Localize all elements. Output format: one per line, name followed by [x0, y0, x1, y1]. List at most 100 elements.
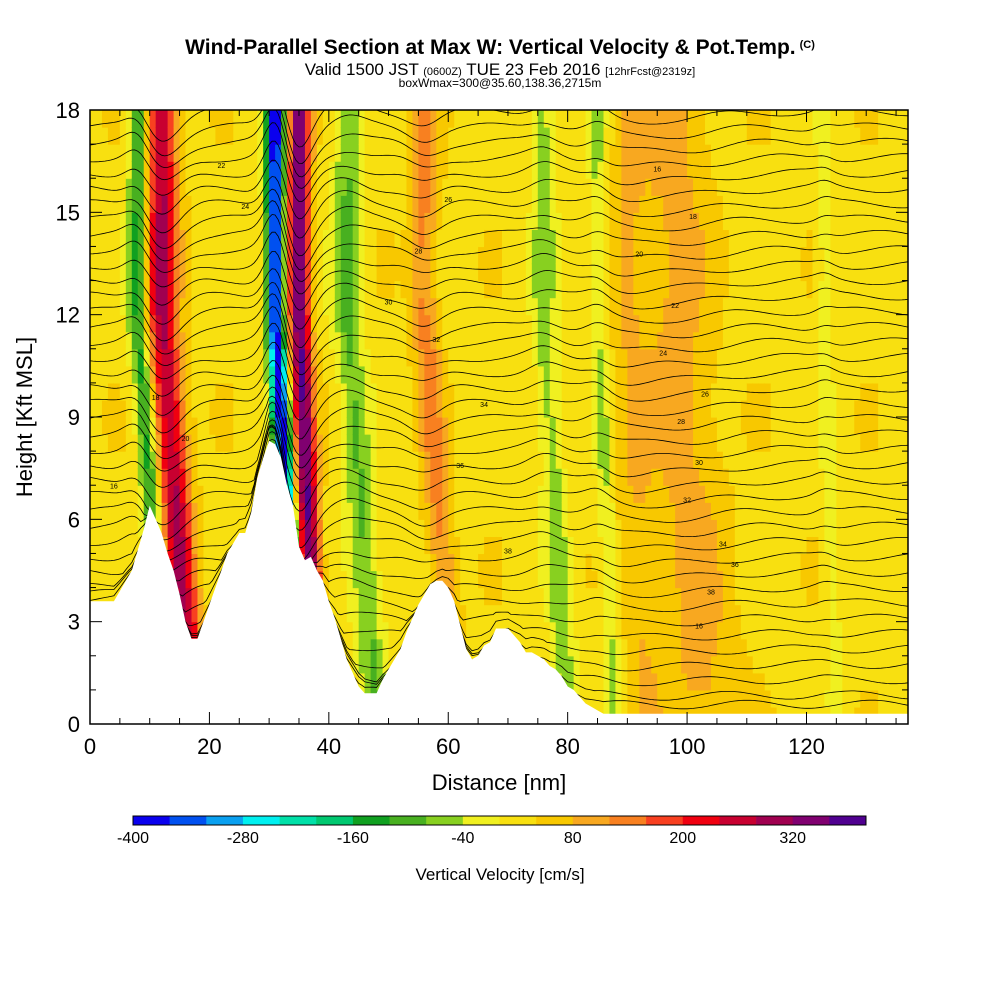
velocity-cell: [233, 399, 240, 418]
velocity-cell: [173, 382, 181, 401]
velocity-cell: [352, 621, 360, 640]
velocity-cell: [663, 570, 670, 589]
velocity-cell: [567, 110, 575, 128]
velocity-cell: [776, 161, 784, 179]
velocity-cell: [687, 553, 694, 572]
velocity-cell: [573, 485, 581, 503]
velocity-cell: [651, 655, 658, 674]
velocity-cell: [328, 434, 336, 452]
velocity-cell: [406, 536, 414, 555]
velocity-cell: [800, 672, 808, 691]
velocity-cell: [722, 280, 730, 299]
velocity-cell: [902, 161, 908, 179]
velocity-cell: [472, 570, 479, 589]
velocity-cell: [728, 297, 736, 316]
velocity-cell: [878, 570, 885, 589]
velocity-cell: [902, 246, 908, 265]
velocity-cell: [460, 399, 467, 418]
velocity-cell: [179, 570, 187, 589]
velocity-cell: [143, 434, 151, 452]
velocity-cell: [573, 434, 581, 452]
velocity-cell: [872, 399, 879, 418]
velocity-cell: [675, 348, 682, 367]
velocity-cell: [448, 212, 455, 230]
velocity-cell: [818, 604, 826, 623]
velocity-cell: [627, 621, 634, 640]
velocity-cell: [740, 365, 748, 384]
velocity-cell: [340, 587, 348, 606]
velocity-cell: [716, 246, 724, 265]
velocity-cell: [573, 553, 581, 572]
velocity-cell: [884, 297, 891, 316]
velocity-cell: [507, 399, 515, 418]
velocity-cell: [716, 365, 724, 384]
velocity-cell: [788, 434, 796, 452]
velocity-cell: [418, 485, 425, 503]
velocity-cell: [549, 417, 557, 435]
velocity-cell: [430, 297, 437, 316]
velocity-cell: [221, 382, 228, 401]
velocity-cell: [573, 331, 581, 350]
velocity-cell: [824, 382, 831, 401]
velocity-cell: [543, 365, 551, 384]
velocity-cell: [484, 348, 491, 367]
velocity-cell: [496, 604, 503, 623]
velocity-cell: [675, 331, 682, 350]
velocity-cell: [824, 587, 831, 606]
velocity-cell: [412, 348, 419, 367]
velocity-cell: [364, 468, 372, 486]
velocity-cell: [848, 178, 855, 196]
velocity-cell: [161, 229, 169, 248]
velocity-cell: [346, 399, 354, 418]
velocity-cell: [400, 195, 408, 213]
velocity-cell: [472, 331, 479, 350]
velocity-cell: [782, 280, 790, 299]
velocity-cell: [227, 280, 234, 299]
velocity-cell: [155, 144, 163, 162]
velocity-cell: [287, 348, 294, 367]
velocity-cell: [848, 399, 855, 418]
velocity-cell: [125, 331, 133, 350]
velocity-cell: [448, 570, 455, 589]
velocity-cell: [657, 365, 664, 384]
velocity-cell: [316, 502, 324, 520]
velocity-cell: [113, 263, 121, 282]
velocity-cell: [472, 195, 479, 213]
velocity-cell: [328, 178, 336, 196]
velocity-cell: [203, 212, 211, 230]
velocity-cell: [543, 451, 551, 469]
velocity-cell: [275, 382, 282, 401]
velocity-cell: [669, 161, 676, 179]
velocity-cell: [657, 195, 664, 213]
velocity-cell: [460, 365, 467, 384]
velocity-cell: [191, 587, 199, 606]
velocity-cell: [119, 178, 127, 196]
velocity-cell: [687, 365, 694, 384]
velocity-cell: [687, 178, 694, 196]
velocity-cell: [513, 536, 521, 555]
velocity-cell: [902, 672, 908, 691]
velocity-cell: [902, 280, 908, 299]
velocity-cell: [191, 127, 199, 145]
theta-contour-line: [90, 110, 908, 165]
velocity-cell: [746, 468, 754, 486]
velocity-cell: [896, 127, 903, 145]
velocity-cell: [902, 297, 908, 316]
velocity-cell: [525, 417, 533, 435]
velocity-cell: [436, 502, 443, 520]
velocity-cell: [830, 451, 837, 469]
velocity-cell: [215, 553, 222, 572]
velocity-cell: [788, 314, 796, 333]
velocity-cell: [466, 331, 473, 350]
velocity-cell: [675, 536, 682, 555]
velocity-cell: [657, 297, 664, 316]
velocity-cell: [543, 434, 551, 452]
velocity-cell: [603, 638, 611, 657]
velocity-cell: [776, 417, 784, 435]
velocity-cell: [376, 229, 384, 248]
velocity-cell: [657, 468, 664, 486]
velocity-cell: [597, 110, 605, 128]
velocity-cell: [693, 195, 700, 213]
velocity-cell: [836, 451, 843, 469]
velocity-cell: [746, 195, 754, 213]
